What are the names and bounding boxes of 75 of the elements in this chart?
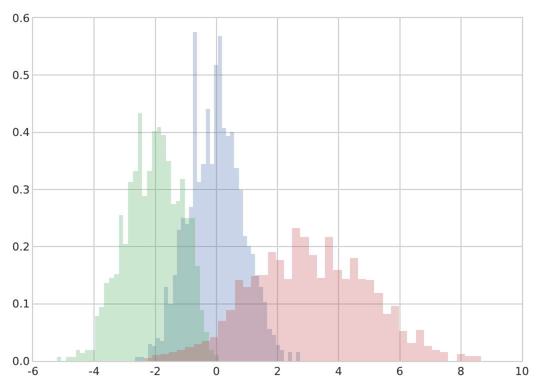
x-tick-label: 2 — [274, 365, 281, 378]
bar — [95, 316, 99, 361]
bar — [342, 279, 350, 361]
bar — [109, 278, 114, 361]
bar — [325, 237, 333, 361]
bar — [161, 354, 169, 361]
bar — [147, 171, 152, 361]
bar — [128, 182, 133, 361]
bar — [317, 278, 325, 361]
bar — [114, 274, 119, 361]
bar — [300, 237, 309, 361]
bar — [292, 228, 300, 361]
bar — [333, 270, 342, 361]
bar — [259, 275, 268, 361]
bar — [66, 357, 71, 361]
bar — [457, 354, 465, 361]
x-tick-label: 8 — [457, 365, 464, 378]
bar — [235, 280, 243, 361]
x-tick-label: 4 — [335, 365, 342, 378]
bar — [440, 352, 448, 361]
bar — [473, 356, 481, 361]
bar — [169, 352, 177, 361]
bar — [119, 215, 123, 361]
bar — [251, 276, 259, 361]
bar — [366, 280, 374, 361]
bar — [374, 293, 383, 361]
x-tick-label: -2 — [150, 365, 161, 378]
bar — [243, 287, 251, 361]
y-tick-label: 0.5 — [12, 69, 30, 82]
bar — [432, 350, 440, 361]
y-tick-label: 0.6 — [12, 12, 30, 25]
x-tick-label: 0 — [212, 365, 220, 378]
bar — [383, 314, 391, 361]
y-tick-label: 0.1 — [12, 298, 30, 311]
y-tick-label: 0.4 — [12, 126, 30, 140]
y-tick-label: 0.2 — [12, 240, 30, 254]
bar — [465, 356, 473, 361]
bar — [71, 357, 76, 361]
bar — [210, 337, 218, 361]
x-tick-label: -4 — [88, 365, 100, 378]
x-tick-label: -6 — [28, 365, 38, 378]
y-tick-label: 0.3 — [12, 183, 30, 196]
bar — [407, 343, 416, 361]
bar — [309, 255, 317, 361]
bar — [123, 244, 128, 361]
x-tick-label: 6 — [396, 365, 404, 378]
bar — [194, 344, 202, 361]
bar — [202, 341, 210, 361]
bar — [185, 347, 194, 361]
bar — [85, 350, 90, 361]
bar — [142, 196, 147, 361]
bar — [144, 358, 152, 361]
bar — [226, 310, 235, 361]
bar — [57, 357, 61, 361]
bar — [80, 353, 85, 361]
bar — [416, 330, 424, 361]
bar — [391, 306, 399, 361]
bar — [133, 171, 138, 361]
bar — [138, 113, 142, 361]
y-tick-label: 0.0 — [12, 354, 30, 368]
bar — [399, 331, 407, 361]
bar — [350, 258, 358, 361]
bar — [177, 350, 185, 361]
bar — [276, 260, 284, 361]
bar — [218, 321, 226, 361]
bar — [90, 350, 95, 361]
bar — [99, 307, 104, 361]
bar — [284, 279, 292, 361]
bar — [76, 350, 80, 361]
bar — [424, 346, 432, 361]
bar — [152, 355, 161, 361]
bar — [104, 283, 109, 361]
x-tick-label: 10 — [515, 365, 529, 378]
bar — [358, 279, 366, 361]
bar — [268, 252, 276, 361]
